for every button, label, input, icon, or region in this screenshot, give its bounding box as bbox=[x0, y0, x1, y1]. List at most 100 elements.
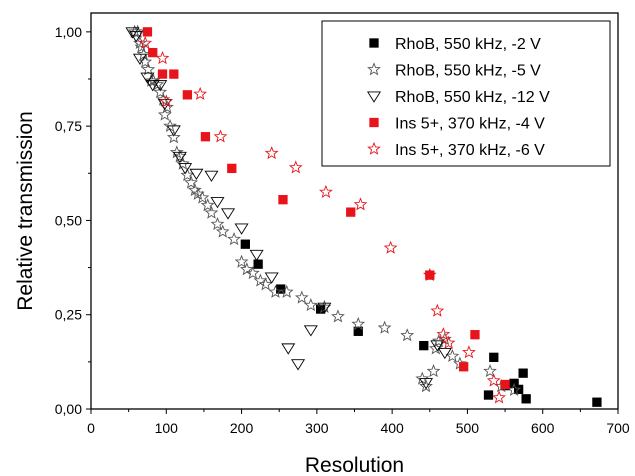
data-point bbox=[245, 265, 260, 280]
data-point bbox=[278, 195, 288, 205]
data-point bbox=[227, 163, 237, 174]
y-axis-title: Relative transmission bbox=[14, 111, 37, 311]
legend-marker bbox=[369, 38, 379, 48]
data-point bbox=[462, 345, 476, 359]
x-tick-label: 400 bbox=[380, 420, 404, 436]
data-point bbox=[507, 382, 521, 396]
data-point bbox=[155, 51, 170, 65]
legend-label: RhoB, 550 kHz, -5 V bbox=[395, 63, 541, 80]
data-point bbox=[141, 62, 156, 76]
data-point bbox=[264, 272, 279, 284]
data-point bbox=[400, 328, 415, 342]
data-point bbox=[239, 262, 254, 276]
series-3 bbox=[142, 27, 510, 390]
data-point bbox=[441, 335, 456, 349]
data-point bbox=[180, 167, 195, 182]
x-axis-ticks: 0 100 200 300 400 500 600 700 bbox=[87, 409, 630, 436]
data-point bbox=[157, 69, 168, 79]
x-tick-label: 0 bbox=[87, 420, 95, 436]
legend: RhoB, 550 kHz, -2 V RhoB, 550 kHz, -5 V Rh… bbox=[321, 20, 611, 167]
data-point bbox=[150, 77, 165, 91]
data-point bbox=[483, 364, 497, 378]
data-point bbox=[175, 156, 190, 170]
data-point bbox=[492, 390, 506, 404]
series-1 bbox=[127, 24, 521, 396]
data-point bbox=[518, 368, 528, 378]
data-point bbox=[184, 175, 199, 189]
data-point bbox=[153, 80, 168, 92]
data-point bbox=[430, 340, 445, 352]
data-point bbox=[227, 232, 241, 246]
legend-marker bbox=[367, 62, 381, 76]
data-point bbox=[129, 31, 144, 43]
data-point bbox=[204, 205, 219, 219]
data-point bbox=[189, 168, 204, 181]
data-point bbox=[436, 327, 451, 341]
data-point bbox=[125, 27, 140, 39]
data-point bbox=[178, 163, 193, 175]
data-point bbox=[445, 348, 460, 363]
data-point bbox=[188, 183, 202, 197]
x-tick-label: 700 bbox=[606, 420, 630, 436]
data-point bbox=[182, 90, 193, 100]
data-point bbox=[253, 259, 263, 269]
data-point bbox=[148, 47, 158, 58]
data-point bbox=[157, 107, 172, 121]
data-point bbox=[204, 170, 219, 182]
data-point bbox=[138, 35, 153, 50]
y-axis-ticks: 0,00 0,25 0,50 0,75 1,00 bbox=[55, 24, 91, 417]
data-point bbox=[234, 223, 249, 235]
data-point bbox=[264, 146, 279, 160]
data-point bbox=[130, 24, 145, 38]
legend-label: Ins 5+, 370 kHz, -4 V bbox=[395, 116, 545, 133]
data-point bbox=[145, 80, 160, 92]
data-point bbox=[193, 86, 208, 100]
plot-area bbox=[125, 24, 602, 407]
data-point bbox=[317, 299, 332, 314]
data-point bbox=[470, 330, 480, 340]
data-point bbox=[288, 160, 303, 174]
data-point bbox=[291, 359, 306, 371]
data-point bbox=[142, 27, 153, 37]
data-point bbox=[483, 390, 494, 400]
data-point bbox=[426, 364, 441, 378]
x-tick-label: 200 bbox=[230, 420, 254, 436]
data-point bbox=[303, 298, 318, 312]
data-point bbox=[234, 254, 249, 268]
data-point bbox=[319, 184, 333, 198]
data-point bbox=[249, 249, 264, 262]
data-point bbox=[200, 132, 211, 142]
data-point bbox=[303, 325, 318, 337]
y-tick-label: 0,75 bbox=[55, 118, 82, 134]
legend-label: Ins 5+, 370 kHz, -6 V bbox=[395, 142, 545, 159]
data-point bbox=[258, 277, 273, 291]
data-point bbox=[422, 267, 437, 281]
data-point bbox=[415, 371, 430, 385]
data-point bbox=[140, 72, 155, 84]
y-tick-label: 0,00 bbox=[55, 401, 82, 417]
data-point bbox=[486, 373, 501, 387]
data-point bbox=[136, 47, 151, 61]
data-point bbox=[132, 53, 147, 65]
data-point bbox=[134, 39, 149, 53]
data-point bbox=[500, 379, 510, 390]
data-point bbox=[172, 151, 187, 164]
x-tick-label: 300 bbox=[305, 420, 329, 436]
data-point bbox=[317, 302, 332, 314]
data-point bbox=[281, 343, 296, 355]
data-point bbox=[383, 240, 398, 254]
y-tick-label: 1,00 bbox=[55, 24, 82, 40]
x-tick-label: 500 bbox=[456, 420, 480, 436]
data-point bbox=[431, 333, 446, 347]
data-point bbox=[425, 270, 435, 280]
data-point bbox=[377, 320, 392, 334]
data-point bbox=[294, 290, 309, 304]
x-tick-label: 600 bbox=[531, 420, 555, 436]
data-point bbox=[521, 394, 531, 404]
series-4 bbox=[138, 35, 506, 404]
data-point bbox=[138, 54, 153, 68]
data-point bbox=[210, 216, 225, 231]
data-point bbox=[166, 130, 181, 144]
legend-marker bbox=[369, 117, 379, 128]
legend-label: RhoB, 550 kHz, -2 V bbox=[395, 36, 541, 53]
